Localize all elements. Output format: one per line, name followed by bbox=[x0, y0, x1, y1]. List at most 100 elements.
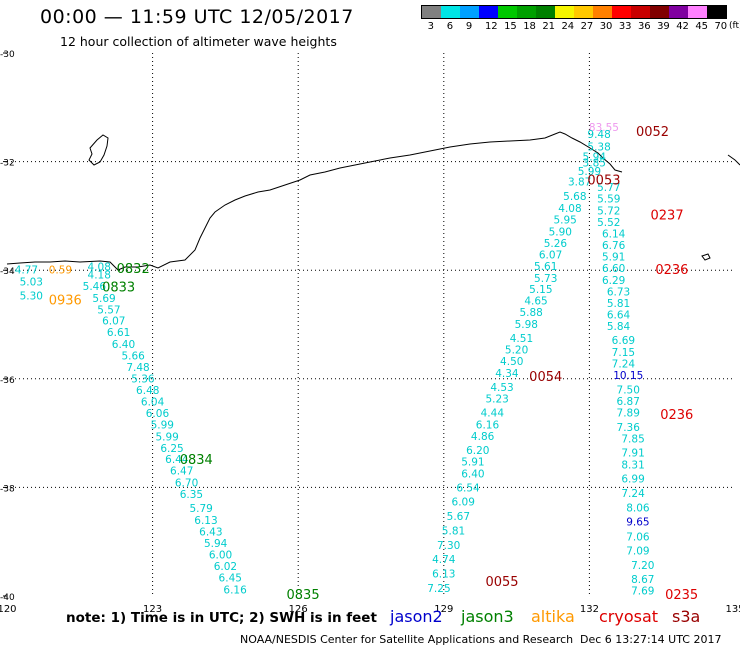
wave-height-label: 5.23 bbox=[485, 393, 508, 405]
wave-height-label: 7.89 bbox=[617, 407, 640, 419]
color-scale-label: 45 bbox=[695, 21, 709, 32]
wave-height-label: 6.25 bbox=[160, 443, 183, 455]
wave-height-label: 5.73 bbox=[534, 273, 557, 285]
color-scale-swatch bbox=[574, 6, 593, 18]
wave-height-label: 6.69 bbox=[612, 335, 635, 347]
wave-height-label: 6.40 bbox=[461, 468, 484, 480]
wave-height-label: 8.06 bbox=[626, 502, 650, 514]
coastline bbox=[6, 131, 740, 271]
wave-height-label: 5.36 bbox=[131, 373, 155, 385]
color-scale-swatch bbox=[669, 6, 688, 18]
wave-height-label: 6.73 bbox=[607, 286, 630, 298]
x-tick-label: 123 bbox=[143, 604, 162, 615]
wave-height-label: 5.38 bbox=[587, 141, 610, 153]
color-scale-swatch bbox=[441, 6, 460, 18]
wave-height-label: 5.94 bbox=[583, 152, 607, 164]
wave-height-label: 5.52 bbox=[597, 217, 620, 229]
wave-height-label: 6.16 bbox=[476, 419, 500, 431]
wave-height-label: 4.51 bbox=[510, 333, 533, 345]
wave-height-label: 6.13 bbox=[432, 569, 455, 581]
pass-time-label: 0835 bbox=[287, 588, 320, 603]
wave-height-label: 9.48 bbox=[587, 129, 610, 141]
pass-time-label: 0055 bbox=[485, 575, 518, 590]
wave-height-label: 6.40 bbox=[112, 339, 135, 351]
color-scale-swatch bbox=[688, 6, 707, 18]
wave-height-label: 5.81 bbox=[607, 298, 630, 310]
coastline-path bbox=[6, 131, 623, 271]
wave-height-label: 6.13 bbox=[194, 515, 217, 527]
wave-height-label: 6.02 bbox=[214, 561, 237, 573]
wave-height-label: 5.59 bbox=[597, 194, 620, 206]
wave-height-label: 6.06 bbox=[146, 408, 170, 420]
wave-height-label: 7.25 bbox=[427, 583, 450, 595]
wave-height-label: 4.86 bbox=[471, 431, 495, 443]
wave-height-label: 6.20 bbox=[466, 445, 489, 457]
wave-height-label: 7.30 bbox=[437, 540, 460, 552]
wave-height-label: 5.67 bbox=[447, 511, 470, 523]
wave-height-label: 5.91 bbox=[602, 252, 625, 264]
wave-height-label: 7.69 bbox=[631, 586, 654, 598]
legend-altika: altika bbox=[531, 607, 575, 626]
wave-height-label: 3.85 bbox=[583, 158, 606, 170]
wave-height-label: 7.09 bbox=[626, 545, 649, 557]
wave-height-label: 6.61 bbox=[107, 327, 130, 339]
wave-height-label: 5.15 bbox=[529, 284, 552, 296]
wave-height-label: 6.35 bbox=[180, 489, 203, 501]
wave-height-label: 6.87 bbox=[617, 396, 640, 408]
pass-time-label: 0052 bbox=[636, 125, 669, 140]
footnote: note: 1) Time is in UTC; 2) SWH is in fe… bbox=[66, 610, 377, 626]
wave-height-label: 83.55 bbox=[589, 122, 619, 134]
color-scale-label: 9 bbox=[465, 21, 473, 32]
pass-time-label: 0236 bbox=[660, 408, 693, 423]
pass-time-labels: 0052 0053 0237 0236 0054 0236 0055 0235 0832 0833… bbox=[49, 125, 698, 603]
wave-height-label: 5.98 bbox=[515, 319, 538, 331]
wave-height-label: 6.60 bbox=[602, 263, 625, 275]
wave-height-label: 6.54 bbox=[456, 482, 480, 494]
color-scale-label: 30 bbox=[599, 21, 613, 32]
wave-height-label: 5.30 bbox=[20, 291, 43, 303]
color-scale-swatch bbox=[422, 6, 441, 18]
color-scale-swatch bbox=[460, 6, 479, 18]
wave-height-label: 7.15 bbox=[612, 347, 635, 359]
y-tick-label: -36 bbox=[0, 376, 15, 386]
axis-ticks: 120 123 126 129 132 135 -30 -32 -34 -36 -38 -40 bbox=[0, 50, 740, 615]
color-scale-label: 33 bbox=[618, 21, 632, 32]
color-scale-swatch bbox=[650, 6, 669, 18]
wave-height-label: 6.43 bbox=[199, 526, 222, 538]
color-scale-bar bbox=[421, 5, 727, 19]
pass-time-label: 0237 bbox=[651, 208, 684, 223]
wave-height-label: 5.46 bbox=[83, 281, 107, 293]
wave-height-label: 4.53 bbox=[490, 382, 513, 394]
y-tick-label: -32 bbox=[0, 159, 15, 169]
page-subtitle: 12 hour collection of altimeter wave hei… bbox=[60, 34, 337, 49]
wave-height-label: 6.16 bbox=[223, 584, 247, 596]
color-scale-label: 21 bbox=[542, 21, 556, 32]
wave-height-label: 5.72 bbox=[597, 205, 620, 217]
wave-height-label: 10.15 bbox=[613, 370, 643, 382]
wave-height-label: 5.57 bbox=[97, 304, 120, 316]
wave-height-label: 5.91 bbox=[461, 456, 484, 468]
color-scale-label: 27 bbox=[580, 21, 594, 32]
pass-time-label: 0833 bbox=[102, 280, 135, 295]
wave-height-label: 7.20 bbox=[631, 560, 654, 572]
wave-height-label: 4.18 bbox=[88, 270, 111, 282]
color-scale-label: 24 bbox=[561, 21, 575, 32]
color-scale-swatch bbox=[498, 6, 517, 18]
wave-height-label: 6.44 bbox=[165, 454, 189, 466]
color-scale-swatch bbox=[707, 6, 726, 18]
page-title: 00:00 — 11:59 UTC 12/05/2017 bbox=[40, 6, 354, 28]
color-scale-swatch bbox=[631, 6, 650, 18]
wave-height-label: 9.65 bbox=[626, 517, 649, 529]
color-scale-swatch bbox=[593, 6, 612, 18]
wave-height-label: 8.31 bbox=[621, 460, 644, 472]
wave-height-label: 5.88 bbox=[519, 307, 542, 319]
wave-height-label: 6.00 bbox=[209, 550, 232, 562]
color-scale-swatch bbox=[536, 6, 555, 18]
pass-time-label: 0834 bbox=[180, 453, 213, 468]
wave-height-label: 6.07 bbox=[539, 249, 562, 261]
y-tick-label: -34 bbox=[0, 267, 15, 277]
wave-height-label: 5.68 bbox=[563, 191, 586, 203]
wave-height-label: 5.26 bbox=[544, 238, 568, 250]
wave-height-label: 6.47 bbox=[170, 466, 193, 478]
y-tick-label: -38 bbox=[0, 484, 15, 494]
